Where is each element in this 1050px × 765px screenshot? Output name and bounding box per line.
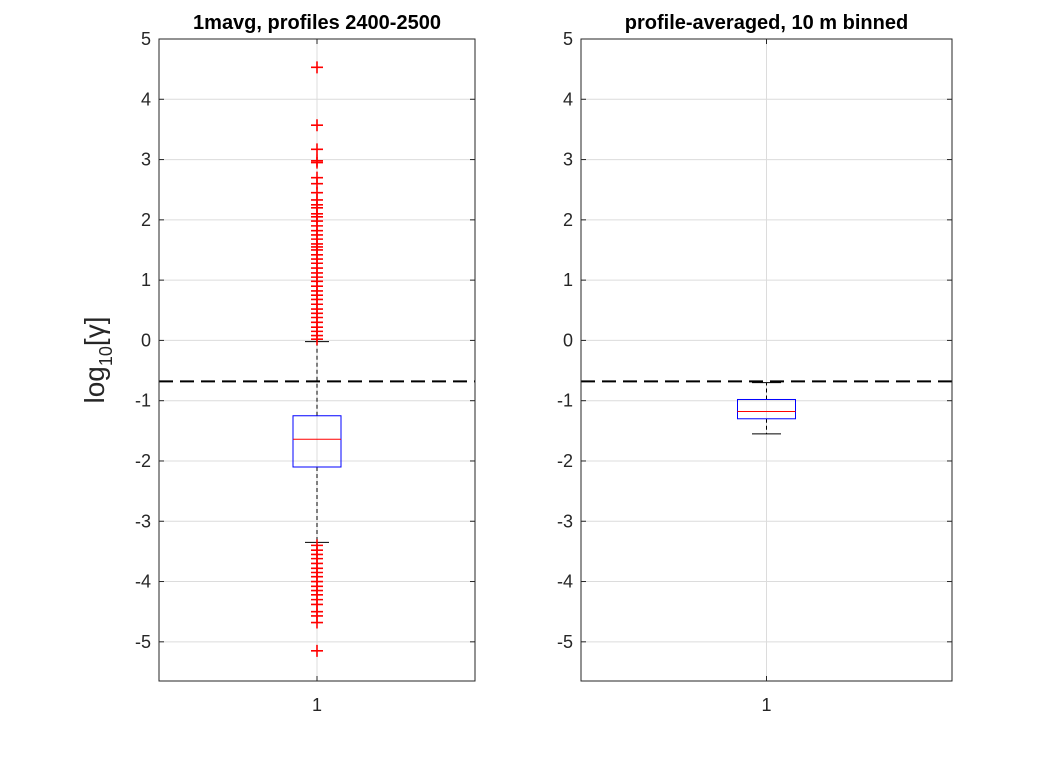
y-tick-label: 2 — [141, 210, 151, 230]
chart-panel-2: 5 4 3 2 1 0 -1 -2 -3 -4 -5 1 profile-averaged, 10 m … — [557, 12, 953, 715]
y-tick-label: -1 — [557, 391, 573, 411]
y-tick-label: -4 — [557, 572, 573, 592]
y-axis-label: log10[γ] — [79, 317, 116, 404]
y-tick-label: 5 — [141, 29, 151, 49]
y-tick-label: 5 — [563, 29, 573, 49]
y-tick-label: -3 — [557, 511, 573, 531]
y-tick-label: 3 — [141, 150, 151, 170]
y-tick-label: -2 — [135, 451, 151, 471]
outlier-marker — [311, 333, 323, 346]
outlier-marker — [311, 616, 323, 629]
y-tick-label: 3 — [563, 150, 573, 170]
iqr-box — [737, 398, 796, 420]
y-tick-label: -5 — [135, 632, 151, 652]
y-tick-label: -5 — [557, 632, 573, 652]
chart-title: 1mavg, profiles 2400-2500 — [193, 12, 441, 34]
y-tick-label: 4 — [563, 89, 573, 109]
y-tick-label: -4 — [135, 572, 151, 592]
y-tick-label: 2 — [563, 210, 573, 230]
iqr-box — [292, 415, 342, 468]
outlier-marker — [311, 644, 323, 657]
y-tick-label: 4 — [141, 89, 151, 109]
y-tick-label: 0 — [141, 330, 151, 350]
y-tick-label: 1 — [141, 270, 151, 290]
outlier-marker — [311, 143, 323, 156]
chart-title: profile-averaged, 10 m binned — [625, 12, 908, 34]
y-tick-label: -1 — [135, 391, 151, 411]
chart-panel-1: 5 4 3 2 1 0 -1 -2 -3 -4 -5 1 1mavg, profiles 2400-25… — [79, 12, 476, 715]
outlier-marker — [311, 156, 323, 169]
y-tick-label: -2 — [557, 451, 573, 471]
y-tick-label: 1 — [563, 270, 573, 290]
x-tick-label: 1 — [761, 695, 771, 715]
y-tick-label: -3 — [135, 511, 151, 531]
outlier-marker — [311, 119, 323, 132]
x-tick-label: 1 — [312, 695, 322, 715]
y-tick-label: 0 — [563, 330, 573, 350]
outlier-marker — [311, 61, 323, 74]
